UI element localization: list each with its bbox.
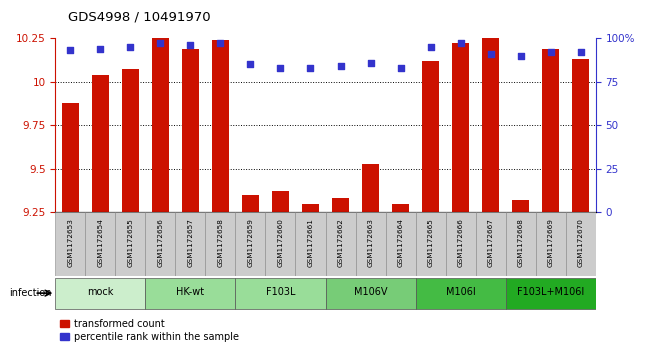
Bar	[236, 278, 326, 309]
Text: GSM1172666: GSM1172666	[458, 219, 464, 267]
Point	[575, 49, 586, 55]
Bar	[566, 212, 596, 276]
Text: GSM1172660: GSM1172660	[277, 219, 283, 267]
Text: GSM1172658: GSM1172658	[217, 219, 223, 267]
Bar	[296, 212, 326, 276]
Point	[395, 65, 406, 71]
Bar	[115, 212, 145, 276]
Text: GSM1172662: GSM1172662	[337, 219, 344, 267]
Text: GSM1172661: GSM1172661	[307, 219, 314, 267]
Point	[186, 42, 196, 48]
Text: HK-wt: HK-wt	[176, 287, 204, 297]
Point	[335, 63, 346, 69]
Text: GSM1172664: GSM1172664	[398, 219, 404, 267]
Bar	[385, 212, 415, 276]
Bar	[145, 212, 175, 276]
Text: GSM1172667: GSM1172667	[488, 219, 493, 267]
Text: GSM1172657: GSM1172657	[187, 219, 193, 267]
Bar	[212, 40, 229, 212]
Point	[425, 44, 436, 50]
Text: M106I: M106I	[446, 287, 475, 297]
Point	[275, 65, 286, 71]
Bar	[266, 212, 296, 276]
Text: GSM1172656: GSM1172656	[158, 219, 163, 267]
Point	[125, 44, 135, 50]
Bar	[536, 212, 566, 276]
Point	[516, 53, 526, 58]
Bar	[302, 204, 319, 212]
Bar	[415, 278, 506, 309]
Point	[215, 40, 226, 46]
Bar	[85, 212, 115, 276]
Bar	[362, 164, 379, 212]
Text: GSM1172655: GSM1172655	[128, 219, 133, 267]
Text: GSM1172669: GSM1172669	[547, 219, 553, 267]
Bar	[206, 212, 236, 276]
Text: GSM1172670: GSM1172670	[577, 219, 584, 267]
Bar	[122, 69, 139, 212]
Bar	[236, 212, 266, 276]
Point	[365, 60, 376, 65]
Text: GSM1172654: GSM1172654	[98, 219, 104, 267]
Bar	[242, 195, 258, 212]
Text: GSM1172668: GSM1172668	[518, 219, 523, 267]
Bar	[393, 204, 409, 212]
Text: M106V: M106V	[353, 287, 387, 297]
Point	[95, 46, 105, 52]
Bar	[476, 212, 506, 276]
Bar	[482, 38, 499, 212]
Text: GSM1172665: GSM1172665	[428, 219, 434, 267]
Text: GSM1172653: GSM1172653	[67, 219, 74, 267]
Point	[486, 51, 496, 57]
Text: F103L: F103L	[266, 287, 295, 297]
Bar	[332, 199, 349, 212]
Bar	[326, 212, 355, 276]
Text: GDS4998 / 10491970: GDS4998 / 10491970	[68, 11, 211, 24]
Text: F103L+M106I: F103L+M106I	[517, 287, 584, 297]
Point	[155, 40, 165, 46]
Bar	[445, 212, 476, 276]
Text: GSM1172659: GSM1172659	[247, 219, 253, 267]
Bar	[182, 49, 199, 212]
Point	[456, 40, 466, 46]
Text: mock: mock	[87, 287, 113, 297]
Bar	[55, 278, 145, 309]
Bar	[452, 43, 469, 212]
Bar	[145, 278, 236, 309]
Bar	[506, 212, 536, 276]
Bar	[326, 278, 415, 309]
Point	[546, 49, 556, 55]
Point	[245, 61, 256, 67]
Bar	[152, 38, 169, 212]
Bar	[422, 61, 439, 212]
Point	[65, 48, 76, 53]
Bar	[55, 212, 85, 276]
Bar	[542, 49, 559, 212]
Bar	[175, 212, 206, 276]
Bar	[415, 212, 445, 276]
Text: infection: infection	[10, 288, 52, 298]
Bar	[506, 278, 596, 309]
Point	[305, 65, 316, 71]
Legend: transformed count, percentile rank within the sample: transformed count, percentile rank withi…	[60, 319, 239, 342]
Bar	[92, 75, 109, 212]
Bar	[62, 103, 79, 212]
Bar	[572, 59, 589, 212]
Bar	[272, 191, 289, 212]
Bar	[355, 212, 385, 276]
Bar	[512, 200, 529, 212]
Text: GSM1172663: GSM1172663	[368, 219, 374, 267]
